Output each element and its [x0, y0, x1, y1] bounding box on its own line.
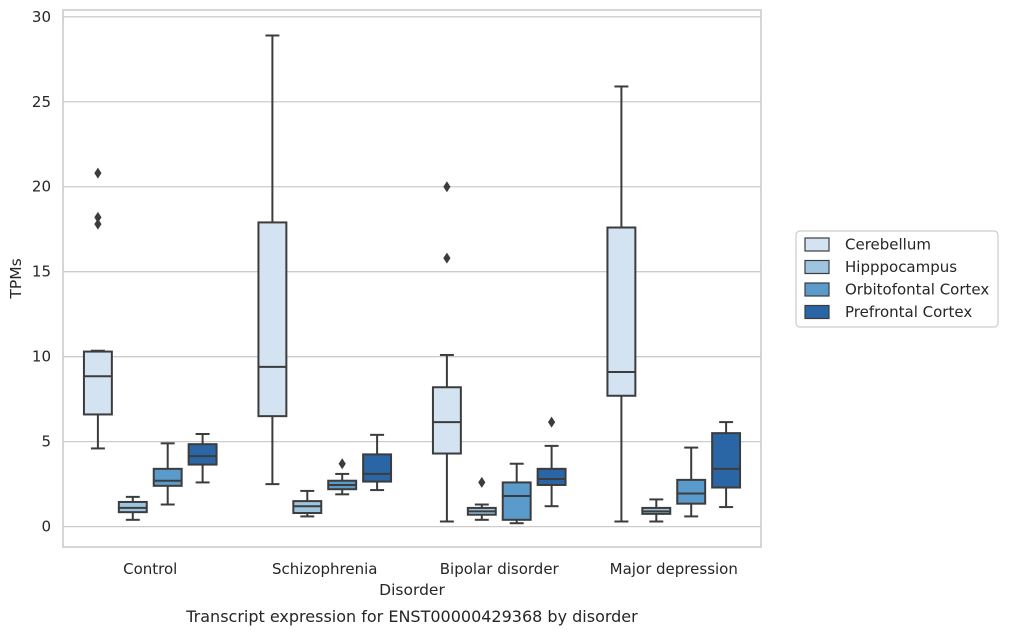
legend-label: Cerebellum [845, 236, 931, 254]
box-body [152, 467, 183, 487]
legend-item: Orbitofontal Cortex [804, 281, 989, 299]
y-tick-label: 0 [41, 518, 51, 536]
box-hipppocampus [292, 489, 323, 518]
box-body [82, 350, 113, 416]
outlier-point [338, 458, 346, 470]
plot-frame [62, 9, 762, 548]
box-body [187, 443, 218, 466]
legend-swatch [804, 282, 830, 297]
outlier-point [478, 476, 486, 488]
box-prefrontal-cortex [187, 432, 218, 484]
box-body [711, 432, 742, 489]
x-tick-label: Schizophrenia [272, 560, 377, 578]
x-axis-title: Disorder [379, 581, 445, 599]
outlier-point [443, 181, 451, 193]
box-orbitofontal-cortex [676, 446, 707, 518]
box-orbitofontal-cortex [501, 462, 532, 525]
outlier-point [94, 218, 102, 230]
legend-item: Prefrontal Cortex [804, 303, 972, 321]
y-axis-title: TPMs [7, 258, 25, 299]
box-cerebellum [606, 85, 637, 523]
box-plot-series [82, 34, 742, 525]
outlier-point [94, 167, 102, 179]
box-body [501, 481, 532, 521]
box-body [676, 478, 707, 505]
box-prefrontal-cortex [362, 433, 393, 492]
legend: Cerebellum Hipppocampus Orbitofontal Corte… [795, 230, 999, 328]
outlier-point [443, 252, 451, 264]
box-hipppocampus [117, 495, 148, 521]
legend-label: Prefrontal Cortex [845, 303, 972, 321]
y-gridlines [63, 16, 761, 528]
box-orbitofontal-cortex [152, 442, 183, 506]
x-tick-label: Bipolar disorder [440, 560, 560, 578]
legend-swatch [804, 237, 830, 252]
legend-label: Hipppocampus [845, 258, 957, 276]
y-tick-label: 5 [41, 433, 51, 451]
legend-item: Hipppocampus [804, 258, 957, 276]
box-cerebellum [431, 181, 462, 523]
box-body [362, 453, 393, 483]
box-orbitofontal-cortex [327, 458, 358, 496]
box-prefrontal-cortex [711, 421, 742, 509]
box-body [431, 386, 462, 455]
box-cerebellum [82, 167, 113, 450]
x-tick-labels: Control Schizophrenia Bipolar disorder Majo… [123, 560, 738, 578]
y-tick-labels: 0 5 10 15 20 25 30 [32, 8, 51, 536]
chart-caption: Transcript expression for ENST0000042936… [185, 607, 638, 626]
y-tick-label: 15 [32, 263, 51, 281]
legend-item: Cerebellum [804, 236, 931, 254]
legend-frame [795, 230, 999, 328]
y-tick-label: 25 [32, 93, 51, 111]
box-body [536, 467, 567, 486]
x-tick-label: Control [123, 560, 177, 578]
y-tick-label: 20 [32, 178, 51, 196]
box-cerebellum [257, 34, 288, 486]
y-tick-label: 30 [32, 8, 51, 26]
outlier-point [94, 211, 102, 223]
box-body [606, 226, 637, 397]
box-hipppocampus [641, 498, 672, 523]
box-hipppocampus [466, 476, 497, 521]
legend-swatch [804, 259, 830, 275]
x-tick-label: Major depression [610, 560, 738, 578]
legend-swatch [804, 304, 830, 320]
y-tick-label: 10 [32, 348, 51, 366]
box-body [257, 221, 288, 418]
box-prefrontal-cortex [536, 416, 567, 508]
outlier-point [548, 416, 556, 428]
legend-label: Orbitofontal Cortex [845, 281, 989, 299]
